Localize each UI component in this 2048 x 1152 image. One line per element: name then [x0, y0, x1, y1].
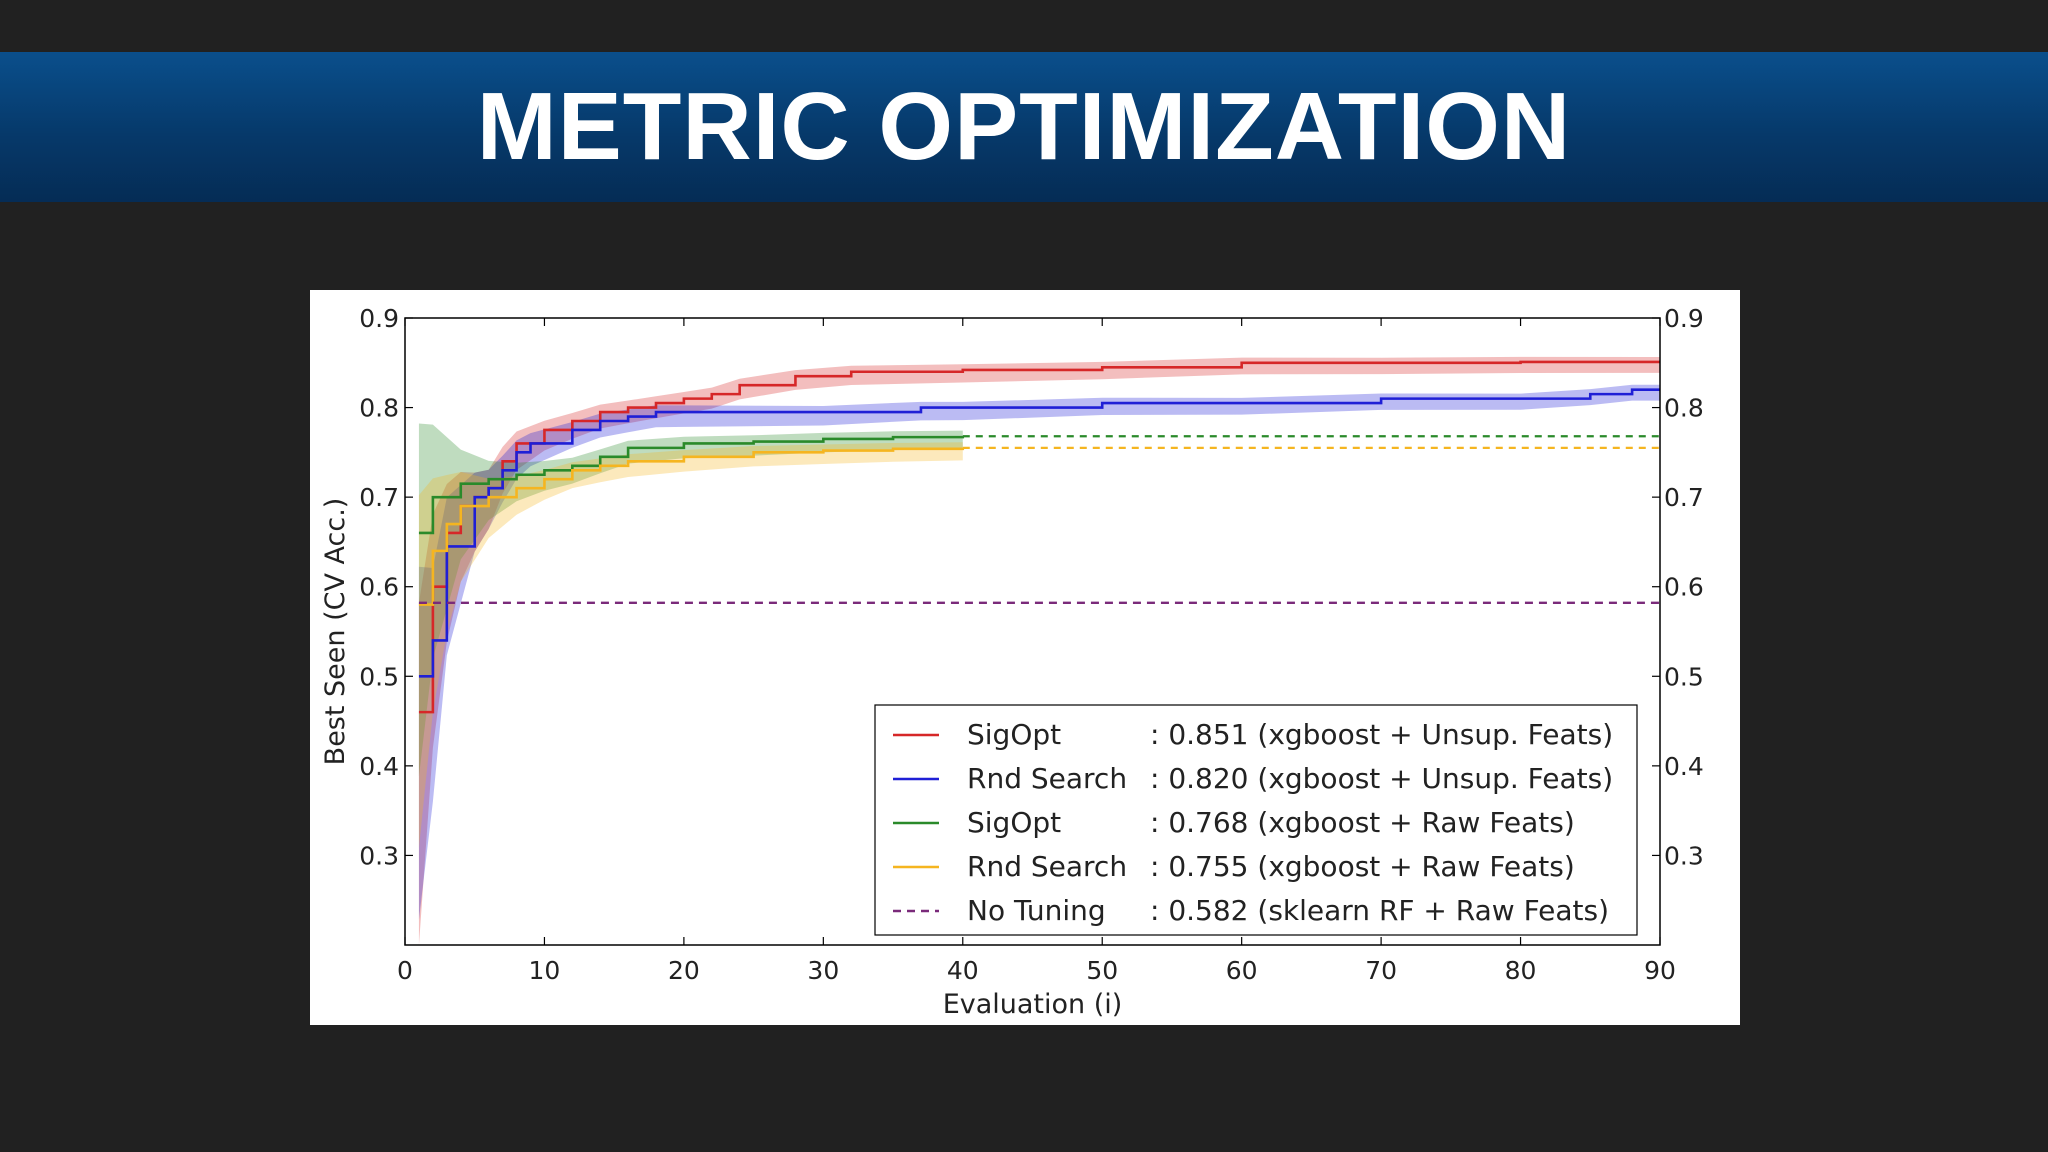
- x-axis-label: Evaluation (i): [943, 989, 1123, 1020]
- x-tick-label: 70: [1365, 956, 1397, 985]
- slide-title: METRIC OPTIMIZATION: [476, 73, 1572, 180]
- x-tick-label: 10: [529, 956, 561, 985]
- y-tick-label-right: 0.6: [1664, 573, 1704, 602]
- y-tick-label-right: 0.4: [1664, 752, 1704, 781]
- y-tick-label: 0.4: [359, 752, 399, 781]
- y-tick-label-right: 0.7: [1664, 483, 1704, 512]
- series-line-3: [418, 447, 965, 606]
- x-tick-label: 50: [1086, 956, 1118, 985]
- x-tick-label: 60: [1226, 956, 1258, 985]
- series-line-1: [418, 388, 1660, 678]
- legend-series-name: Rnd Search: [967, 850, 1127, 883]
- y-axis-label: Best Seen (CV Acc.): [320, 498, 351, 766]
- x-tick-label: 90: [1644, 956, 1676, 985]
- legend-series-name: SigOpt: [967, 718, 1061, 751]
- y-tick-label: 0.8: [359, 394, 399, 423]
- legend-series-name: SigOpt: [967, 806, 1061, 839]
- legend-series-result: : 0.755 (xgboost + Raw Feats): [1150, 850, 1575, 883]
- title-banner: METRIC OPTIMIZATION: [0, 52, 2048, 202]
- legend: SigOpt : 0.851 (xgboost + Unsup. Feats) Rn…: [874, 704, 1638, 936]
- legend-series-name: No Tuning: [967, 894, 1106, 927]
- legend-series-result: : 0.768 (xgboost + Raw Feats): [1150, 806, 1575, 839]
- y-tick-label: 0.3: [359, 841, 399, 870]
- legend-series-name: Rnd Search: [967, 762, 1127, 795]
- y-tick-label: 0.5: [359, 662, 399, 691]
- lines-layer: [418, 360, 1660, 714]
- y-tick-label-right: 0.9: [1664, 304, 1704, 333]
- x-tick-label: 0: [397, 956, 413, 985]
- x-tick-label: 30: [807, 956, 839, 985]
- legend-series-result: : 0.851 (xgboost + Unsup. Feats): [1150, 718, 1613, 751]
- legend-box: [874, 704, 1638, 936]
- line-chart: 0 10 20 30 40 50 60 70 80 90 0.3 0.3 0.4 0.4 0.5 0.5 0.6…: [320, 304, 1704, 1020]
- series-band-1: [418, 384, 1660, 920]
- series-band-2: [418, 423, 963, 777]
- y-tick-label: 0.6: [359, 573, 399, 602]
- x-tick-label: 80: [1505, 956, 1537, 985]
- y-tick-label: 0.9: [359, 304, 399, 333]
- y-tick-label-right: 0.8: [1664, 394, 1704, 423]
- ticks-layer: 0 10 20 30 40 50 60 70 80 90 0.3 0.3 0.4 0.4 0.5 0.5 0.6…: [359, 304, 1704, 985]
- x-tick-label: 20: [668, 956, 700, 985]
- y-tick-label: 0.7: [359, 483, 399, 512]
- y-tick-label-right: 0.3: [1664, 841, 1704, 870]
- y-tick-label-right: 0.5: [1664, 662, 1704, 691]
- chart-panel: 0 10 20 30 40 50 60 70 80 90 0.3 0.3 0.4 0.4 0.5 0.5 0.6…: [310, 290, 1740, 1025]
- legend-series-result: : 0.820 (xgboost + Unsup. Feats): [1150, 762, 1613, 795]
- x-tick-label: 40: [947, 956, 979, 985]
- plot-frame: [404, 317, 1661, 946]
- legend-series-result: : 0.582 (sklearn RF + Raw Feats): [1150, 894, 1609, 927]
